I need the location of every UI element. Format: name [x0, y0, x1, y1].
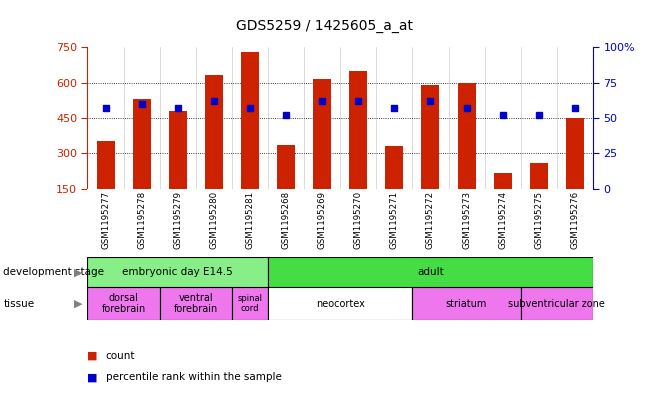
Text: GDS5259 / 1425605_a_at: GDS5259 / 1425605_a_at: [235, 19, 413, 33]
Text: embryonic day E14.5: embryonic day E14.5: [122, 267, 233, 277]
Text: GSM1195272: GSM1195272: [426, 191, 435, 249]
Text: GSM1195279: GSM1195279: [173, 191, 182, 249]
Bar: [277, 145, 295, 189]
Text: spinal
cord: spinal cord: [237, 294, 262, 313]
Bar: [530, 163, 548, 189]
Text: adult: adult: [417, 267, 444, 277]
Bar: [521, 287, 593, 320]
Bar: [349, 71, 367, 189]
Text: GSM1195271: GSM1195271: [390, 191, 399, 249]
Text: GSM1195276: GSM1195276: [570, 191, 579, 249]
Bar: [87, 287, 159, 320]
Text: GSM1195269: GSM1195269: [318, 191, 327, 249]
Bar: [168, 111, 187, 189]
Text: striatum: striatum: [446, 299, 487, 309]
Bar: [232, 287, 268, 320]
Bar: [412, 287, 521, 320]
Text: ventral
forebrain: ventral forebrain: [174, 293, 218, 314]
Bar: [421, 85, 439, 189]
Text: count: count: [106, 351, 135, 361]
Bar: [159, 287, 232, 320]
Text: percentile rank within the sample: percentile rank within the sample: [106, 372, 281, 382]
Text: ■: ■: [87, 372, 98, 382]
Bar: [313, 79, 331, 189]
Text: tissue: tissue: [3, 299, 34, 309]
Bar: [268, 287, 412, 320]
Bar: [205, 75, 223, 189]
Text: GSM1195268: GSM1195268: [281, 191, 290, 249]
Text: GSM1195280: GSM1195280: [209, 191, 218, 249]
Text: ■: ■: [87, 351, 98, 361]
Text: GSM1195278: GSM1195278: [137, 191, 146, 249]
Bar: [97, 141, 115, 189]
Text: dorsal
forebrain: dorsal forebrain: [102, 293, 146, 314]
Bar: [566, 118, 584, 189]
Text: GSM1195273: GSM1195273: [462, 191, 471, 249]
Bar: [87, 257, 268, 287]
Text: GSM1195274: GSM1195274: [498, 191, 507, 249]
Bar: [133, 99, 150, 189]
Bar: [268, 257, 593, 287]
Bar: [386, 146, 403, 189]
Text: GSM1195281: GSM1195281: [246, 191, 255, 249]
Text: subventricular zone: subventricular zone: [509, 299, 605, 309]
Text: GSM1195277: GSM1195277: [101, 191, 110, 249]
Bar: [457, 83, 476, 189]
Text: GSM1195270: GSM1195270: [354, 191, 363, 249]
Text: ▶: ▶: [74, 299, 82, 309]
Text: GSM1195275: GSM1195275: [534, 191, 543, 249]
Bar: [241, 52, 259, 189]
Text: development stage: development stage: [3, 267, 104, 277]
Text: neocortex: neocortex: [316, 299, 365, 309]
Text: ▶: ▶: [74, 267, 82, 277]
Bar: [494, 173, 512, 189]
